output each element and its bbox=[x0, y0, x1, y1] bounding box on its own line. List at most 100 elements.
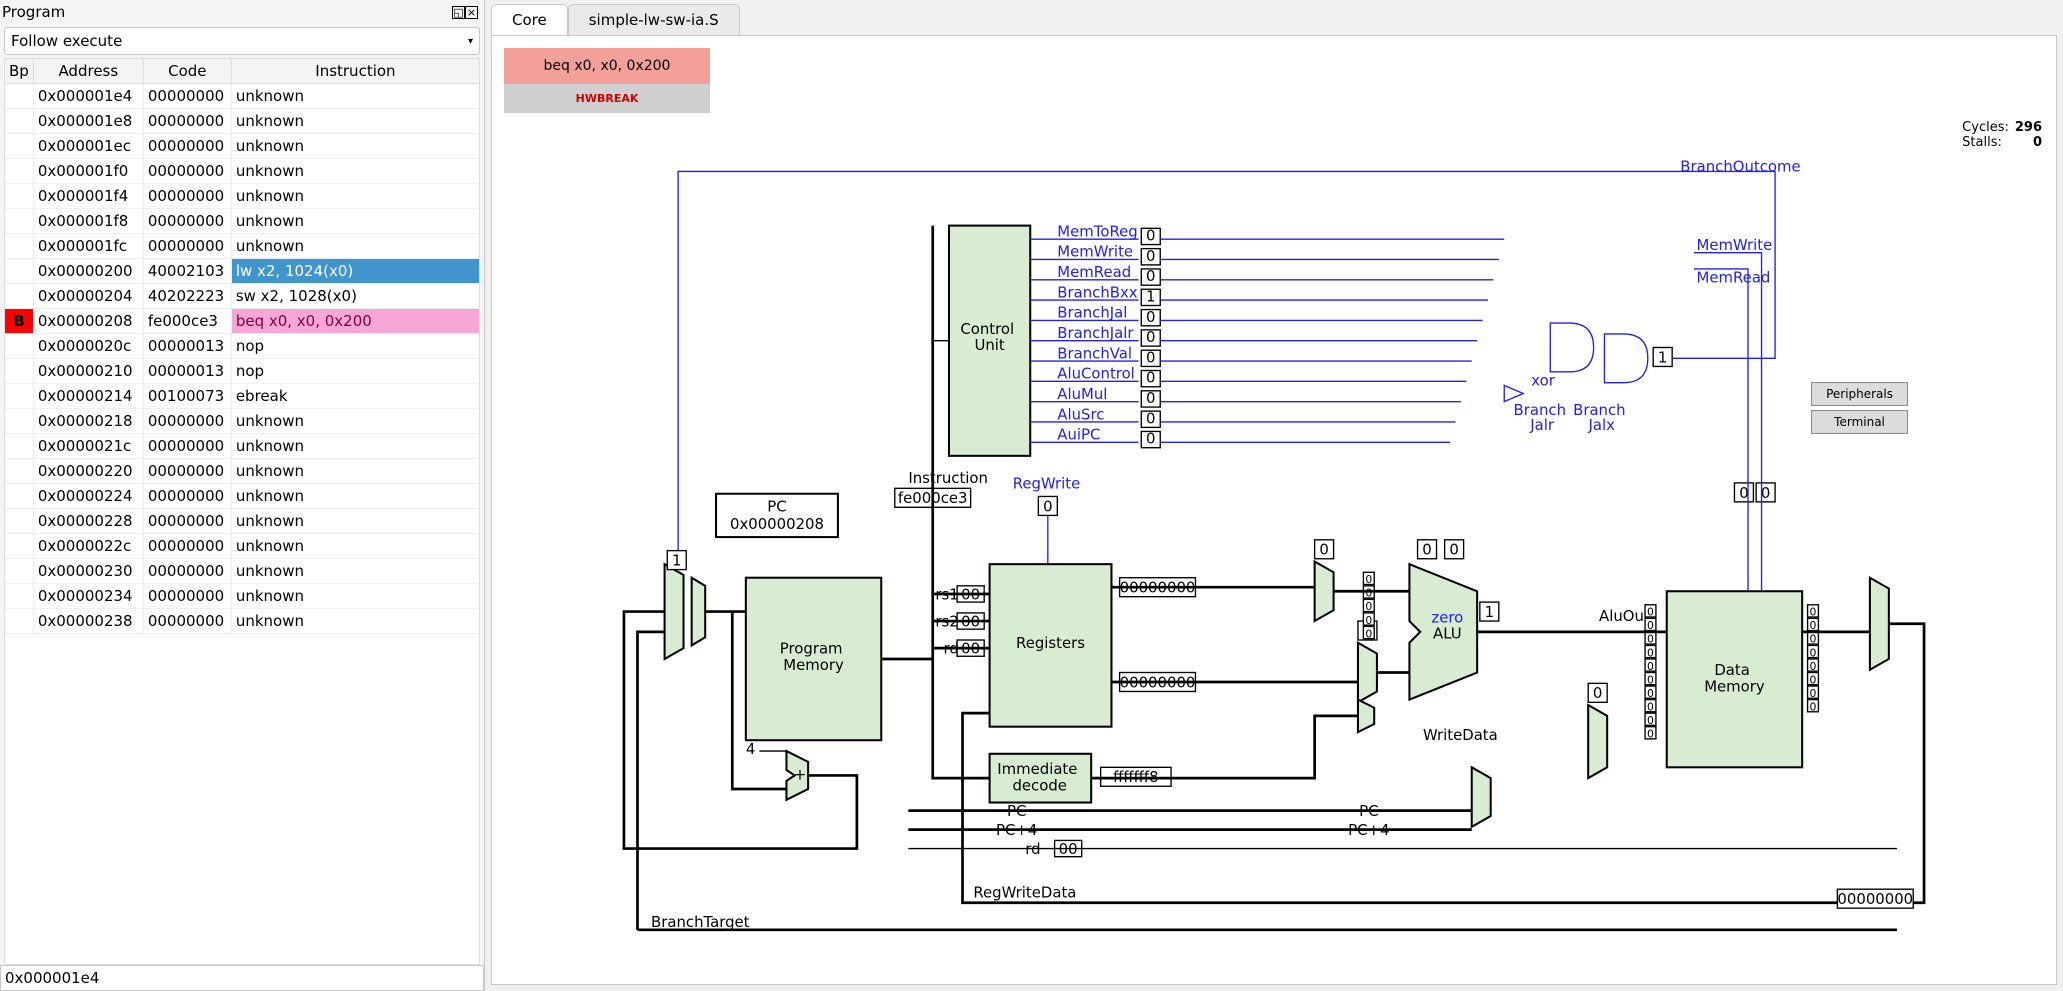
bp-cell[interactable] bbox=[5, 184, 33, 209]
code-cell: fe000ce3 bbox=[143, 309, 231, 334]
bp-cell[interactable] bbox=[5, 559, 33, 584]
svg-text:0: 0 bbox=[1647, 619, 1654, 632]
table-row[interactable]: 0x000001ec00000000unknown bbox=[5, 134, 479, 159]
svg-text:0: 0 bbox=[1647, 714, 1654, 727]
code-cell: 00000000 bbox=[143, 134, 231, 159]
table-row[interactable]: 0x0000022400000000unknown bbox=[5, 484, 479, 509]
col-code-header[interactable]: Code bbox=[143, 59, 231, 84]
svg-text:1: 1 bbox=[672, 552, 681, 570]
instr-cell: ebreak bbox=[231, 384, 479, 409]
tab-core[interactable]: Core bbox=[491, 4, 568, 35]
bp-cell[interactable] bbox=[5, 159, 33, 184]
svg-text:0: 0 bbox=[1647, 687, 1654, 700]
detach-icon[interactable]: ◱ bbox=[452, 6, 465, 19]
svg-text:1: 1 bbox=[1146, 287, 1155, 305]
bp-cell[interactable] bbox=[5, 584, 33, 609]
instr-cell: lw x2, 1024(x0) bbox=[231, 259, 479, 284]
bp-cell[interactable] bbox=[5, 609, 33, 634]
bp-cell[interactable] bbox=[5, 84, 33, 109]
table-row[interactable]: 0x0000022000000000unknown bbox=[5, 459, 479, 484]
bp-cell[interactable] bbox=[5, 534, 33, 559]
alu-zero-label: zero bbox=[1431, 608, 1463, 626]
bp-cell[interactable] bbox=[5, 209, 33, 234]
code-cell: 40202223 bbox=[143, 284, 231, 309]
bp-cell[interactable] bbox=[5, 259, 33, 284]
col-bp-header[interactable]: Bp bbox=[5, 59, 33, 84]
core-diagram: Control Unit PC 0x00000208 Program Memor… bbox=[492, 36, 2056, 984]
addr-cell: 0x000001ec bbox=[33, 134, 143, 159]
bp-cell[interactable] bbox=[5, 384, 33, 409]
bp-cell[interactable] bbox=[5, 409, 33, 434]
instr-cell: beq x0, x0, 0x200 bbox=[231, 309, 479, 334]
table-row[interactable]: 0x000001f400000000unknown bbox=[5, 184, 479, 209]
table-row[interactable]: 0x0000023000000000unknown bbox=[5, 559, 479, 584]
registers-label: Registers bbox=[1016, 634, 1085, 652]
program-table-wrap[interactable]: Bp Address Code Instruction 0x000001e400… bbox=[4, 58, 480, 965]
table-row[interactable]: 0x0000022c00000000unknown bbox=[5, 534, 479, 559]
col-instr-header[interactable]: Instruction bbox=[231, 59, 479, 84]
memread2-label: MemRead bbox=[1697, 268, 1771, 286]
table-row[interactable]: 0x0000020c00000013nop bbox=[5, 334, 479, 359]
tabs: Core simple-lw-sw-ia.S bbox=[485, 0, 2063, 35]
table-row[interactable]: 0x0000023400000000unknown bbox=[5, 584, 479, 609]
addr-cell: 0x0000022c bbox=[33, 534, 143, 559]
table-row[interactable]: 0x000001fc00000000unknown bbox=[5, 234, 479, 259]
pc-value: 0x00000208 bbox=[730, 515, 824, 533]
bp-cell[interactable] bbox=[5, 109, 33, 134]
addr-cell: 0x000001f4 bbox=[33, 184, 143, 209]
bp-cell[interactable] bbox=[5, 134, 33, 159]
signal-branchbxx: BranchBxx bbox=[1057, 283, 1137, 301]
table-row[interactable]: 0x0000023800000000unknown bbox=[5, 609, 479, 634]
table-row[interactable]: 0x000001e400000000unknown bbox=[5, 84, 479, 109]
table-row[interactable]: B0x00000208fe000ce3beq x0, x0, 0x200 bbox=[5, 309, 479, 334]
bp-cell[interactable] bbox=[5, 459, 33, 484]
instr-cell: nop bbox=[231, 359, 479, 384]
signal-auipc: AuiPC bbox=[1057, 426, 1100, 444]
bp-cell[interactable] bbox=[5, 509, 33, 534]
follow-execute-label: Follow execute bbox=[11, 32, 122, 50]
bp-cell[interactable] bbox=[5, 359, 33, 384]
code-cell: 00000000 bbox=[143, 534, 231, 559]
memwrite2-label: MemWrite bbox=[1697, 236, 1773, 254]
code-cell: 00000013 bbox=[143, 359, 231, 384]
code-cell: 00000000 bbox=[143, 459, 231, 484]
code-cell: 00000000 bbox=[143, 234, 231, 259]
address-input[interactable]: 0x000001e4 bbox=[0, 965, 484, 991]
svg-text:0: 0 bbox=[1810, 700, 1817, 713]
program-memory-label: Program Memory bbox=[780, 640, 848, 674]
svg-text:0: 0 bbox=[1810, 660, 1817, 673]
bp-cell[interactable]: B bbox=[5, 309, 33, 334]
table-row[interactable]: 0x0000020040002103lw x2, 1024(x0) bbox=[5, 259, 479, 284]
svg-text:0: 0 bbox=[1647, 728, 1654, 741]
tab-source[interactable]: simple-lw-sw-ia.S bbox=[568, 4, 740, 35]
close-panel-icon[interactable]: ⨯ bbox=[465, 6, 478, 19]
table-row[interactable]: 0x0000021000000013nop bbox=[5, 359, 479, 384]
table-row[interactable]: 0x000001e800000000unknown bbox=[5, 109, 479, 134]
table-row[interactable]: 0x0000020440202223sw x2, 1028(x0) bbox=[5, 284, 479, 309]
addr-cell: 0x00000200 bbox=[33, 259, 143, 284]
col-addr-header[interactable]: Address bbox=[33, 59, 143, 84]
table-row[interactable]: 0x0000021c00000000unknown bbox=[5, 434, 479, 459]
panel-title: Program bbox=[2, 3, 65, 21]
svg-text:0: 0 bbox=[1810, 646, 1817, 659]
addr-cell: 0x000001f0 bbox=[33, 159, 143, 184]
bp-cell[interactable] bbox=[5, 484, 33, 509]
code-cell: 00000000 bbox=[143, 184, 231, 209]
svg-text:0: 0 bbox=[1810, 619, 1817, 632]
const-4: 4 bbox=[746, 740, 755, 758]
addr-cell: 0x000001e4 bbox=[33, 84, 143, 109]
bp-cell[interactable] bbox=[5, 234, 33, 259]
table-row[interactable]: 0x0000021800000000unknown bbox=[5, 409, 479, 434]
table-row[interactable]: 0x000001f000000000unknown bbox=[5, 159, 479, 184]
addr-cell: 0x00000214 bbox=[33, 384, 143, 409]
pc-adder-plus: + bbox=[794, 766, 806, 784]
bp-cell[interactable] bbox=[5, 284, 33, 309]
follow-execute-select[interactable]: Follow execute ▾ bbox=[4, 27, 480, 55]
table-row[interactable]: 0x000001f800000000unknown bbox=[5, 209, 479, 234]
svg-text:0: 0 bbox=[1146, 247, 1155, 265]
svg-text:0: 0 bbox=[1146, 369, 1155, 387]
bp-cell[interactable] bbox=[5, 334, 33, 359]
table-row[interactable]: 0x0000022800000000unknown bbox=[5, 509, 479, 534]
bp-cell[interactable] bbox=[5, 434, 33, 459]
table-row[interactable]: 0x0000021400100073ebreak bbox=[5, 384, 479, 409]
